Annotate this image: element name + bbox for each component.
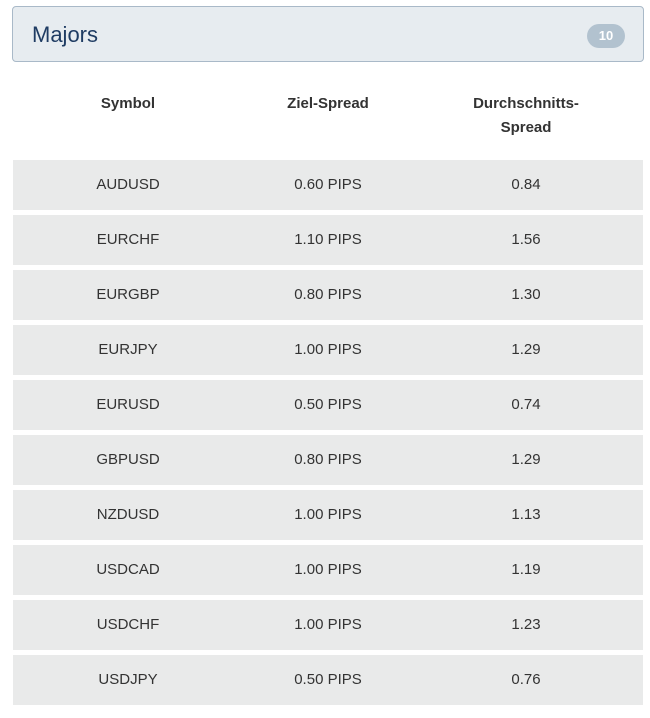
panel-header[interactable]: Majors 10 xyxy=(12,6,644,62)
cell-average-spread: 1.29 xyxy=(511,341,541,358)
cell-symbol: AUDUSD xyxy=(96,176,160,193)
cell-symbol: EURJPY xyxy=(98,341,158,358)
table-header: Symbol Ziel-Spread Durchschnitts-Spread xyxy=(13,64,643,160)
cell-average-spread: 0.76 xyxy=(511,671,541,688)
cell-average-spread: 0.84 xyxy=(511,176,541,193)
cell-symbol: USDCAD xyxy=(96,561,160,578)
column-header-symbol: Symbol xyxy=(100,95,156,112)
cell-symbol: EURGBP xyxy=(96,286,160,303)
cell-symbol: EURCHF xyxy=(96,231,160,248)
table-row: EURUSD 0.50 PIPS 0.74 xyxy=(13,380,643,430)
table-row: EURGBP 0.80 PIPS 1.30 xyxy=(13,270,643,320)
cell-average-spread: 1.23 xyxy=(511,616,541,633)
cell-target-spread: 0.50 PIPS xyxy=(294,671,362,688)
cell-target-spread: 1.10 PIPS xyxy=(294,231,362,248)
cell-average-spread: 0.74 xyxy=(511,396,541,413)
cell-average-spread: 1.30 xyxy=(511,286,541,303)
table-row: AUDUSD 0.60 PIPS 0.84 xyxy=(13,160,643,210)
cell-target-spread: 0.80 PIPS xyxy=(294,286,362,303)
cell-average-spread: 1.19 xyxy=(511,561,541,578)
majors-panel: Majors 10 Symbol Ziel-Spread Durchschnit… xyxy=(12,6,644,718)
cell-target-spread: 0.50 PIPS xyxy=(294,396,362,413)
table-row: USDCAD 1.00 PIPS 1.19 xyxy=(13,545,643,595)
cell-average-spread: 1.13 xyxy=(511,506,541,523)
table-body: AUDUSD 0.60 PIPS 0.84 EURCHF 1.10 PIPS 1… xyxy=(13,160,643,705)
cell-symbol: USDCHF xyxy=(96,616,160,633)
cell-symbol: GBPUSD xyxy=(96,451,160,468)
cell-target-spread: 1.00 PIPS xyxy=(294,506,362,523)
table-row: NZDUSD 1.00 PIPS 1.13 xyxy=(13,490,643,540)
cell-target-spread: 0.60 PIPS xyxy=(294,176,362,193)
column-header-target-spread: Ziel-Spread xyxy=(287,95,369,112)
column-header-average-spread: Durchschnitts-Spread xyxy=(421,92,631,140)
cell-target-spread: 0.80 PIPS xyxy=(294,451,362,468)
cell-average-spread: 1.56 xyxy=(511,231,541,248)
spread-table: Symbol Ziel-Spread Durchschnitts-Spread … xyxy=(13,64,643,710)
cell-target-spread: 1.00 PIPS xyxy=(294,616,362,633)
cell-symbol: NZDUSD xyxy=(96,506,160,523)
table-row: USDCHF 1.00 PIPS 1.23 xyxy=(13,600,643,650)
panel-title: Majors xyxy=(32,22,99,47)
table-row: USDJPY 0.50 PIPS 0.76 xyxy=(13,655,643,705)
cell-symbol: EURUSD xyxy=(96,396,160,413)
count-badge: 10 xyxy=(587,24,625,48)
cell-symbol: USDJPY xyxy=(98,671,158,688)
cell-average-spread: 1.29 xyxy=(511,451,541,468)
cell-target-spread: 1.00 PIPS xyxy=(294,341,362,358)
column-header-average-spread-label: Durchschnitts-Spread xyxy=(473,95,579,136)
table-row: EURJPY 1.00 PIPS 1.29 xyxy=(13,325,643,375)
table-row: GBPUSD 0.80 PIPS 1.29 xyxy=(13,435,643,485)
cell-target-spread: 1.00 PIPS xyxy=(294,561,362,578)
table-row: EURCHF 1.10 PIPS 1.56 xyxy=(13,215,643,265)
